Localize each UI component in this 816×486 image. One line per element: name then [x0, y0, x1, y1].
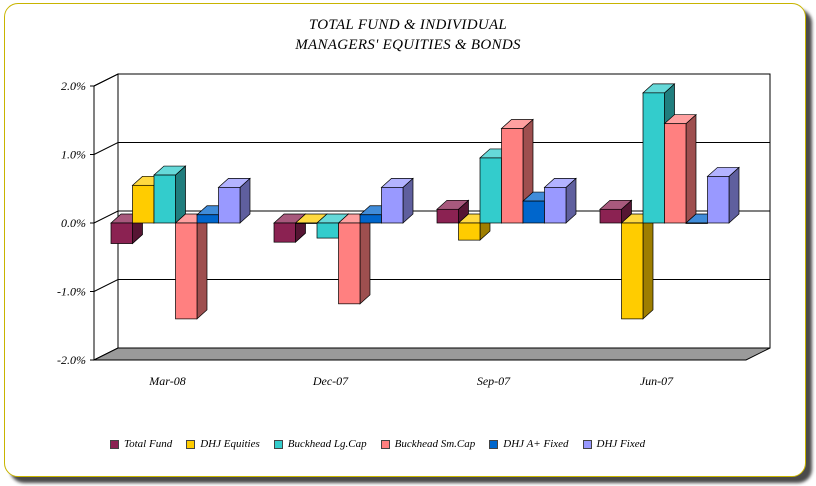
legend-item: Total Fund — [110, 438, 172, 450]
legend-swatch — [582, 439, 592, 449]
legend-label: Buckhead Lg.Cap — [287, 438, 367, 450]
bar-front — [599, 208, 622, 224]
legend-label: DHJ A+ Fixed — [503, 438, 569, 450]
bar — [153, 165, 187, 224]
legend: Total Fund DHJ Equities Buckhead Lg.Cap Buc… — [110, 436, 750, 452]
legend-item: DHJ Equities — [186, 438, 260, 450]
bar-front — [338, 222, 361, 305]
legend-label: Buckhead Sm.Cap — [394, 438, 476, 450]
chart-subtitle: MANAGERS' EQUITIES & BONDS — [295, 37, 521, 53]
bar-side — [175, 165, 186, 224]
legend-label: DHJ Fixed — [596, 438, 646, 450]
gridline — [93, 142, 770, 155]
bar — [436, 199, 470, 224]
bar-front — [664, 123, 687, 224]
bar — [217, 177, 251, 224]
bar-front — [436, 208, 459, 224]
y-tick-label: 2.0% — [61, 79, 86, 93]
legend-label: Total Fund — [124, 438, 173, 450]
legend-swatch — [110, 439, 119, 449]
bar-front — [642, 92, 665, 224]
bar — [174, 213, 208, 320]
x-tick-label: Dec-07 — [312, 374, 349, 388]
bar-series — [110, 83, 740, 320]
bar-front — [196, 214, 219, 224]
y-tick-label: 0.0% — [61, 216, 86, 230]
bar-side — [728, 166, 740, 224]
bar — [543, 177, 577, 224]
bar — [380, 177, 414, 224]
bar-front — [218, 187, 241, 224]
bar-front — [522, 200, 545, 224]
legend-label: DHJ Equities — [200, 438, 260, 450]
y-axis-ticks: 2.0% 1.0% 0.0% -1.0% -2.0% — [57, 79, 94, 367]
legend-item: Buckhead Sm.Cap — [380, 438, 476, 450]
bar-front — [501, 128, 524, 224]
bar-front — [707, 176, 730, 224]
x-axis-ticks: Mar-08 Dec-07 Sep-07 Jun-07 — [148, 374, 674, 388]
bar-front — [153, 174, 176, 224]
gridline — [93, 279, 770, 292]
bar-front — [685, 222, 708, 224]
y-tick-label: 1.0% — [61, 148, 86, 162]
x-tick-label: Mar-08 — [148, 374, 185, 388]
bar-side — [359, 213, 371, 305]
legend-swatch — [186, 439, 196, 449]
legend-swatch — [489, 439, 499, 449]
bar-front — [359, 214, 382, 224]
bar-front — [175, 222, 198, 320]
legend-item: Buckhead Lg.Cap — [273, 438, 367, 450]
bar-front — [479, 157, 502, 224]
bar — [599, 199, 633, 224]
x-tick-label: Sep-07 — [477, 374, 511, 388]
bar-front — [458, 222, 481, 241]
bar-side — [642, 213, 654, 320]
bar-side — [196, 213, 208, 320]
chart-title: TOTAL FUND & INDIVIDUAL — [308, 17, 508, 33]
bar-front — [273, 222, 296, 243]
bar-side — [685, 113, 697, 224]
legend-swatch — [273, 439, 283, 449]
bar — [620, 213, 654, 320]
bar-front — [295, 222, 318, 224]
bar — [337, 213, 371, 305]
y-tick-label: -2.0% — [57, 353, 86, 367]
y-tick-label: -1.0% — [57, 285, 86, 299]
floor — [93, 347, 771, 361]
bar — [706, 166, 740, 224]
bar-front — [381, 187, 404, 224]
legend-swatch — [380, 439, 390, 449]
bar — [663, 113, 697, 224]
bar-front — [132, 184, 155, 224]
bar-front — [316, 222, 339, 239]
legend-item: DHJ Fixed — [582, 438, 646, 450]
legend-item: DHJ A+ Fixed — [489, 438, 569, 450]
gridline — [93, 73, 770, 87]
bar — [500, 118, 534, 224]
bar-front — [110, 222, 133, 244]
bar-front — [544, 187, 567, 224]
bar-front — [621, 222, 644, 320]
x-tick-label: Jun-07 — [640, 374, 674, 388]
